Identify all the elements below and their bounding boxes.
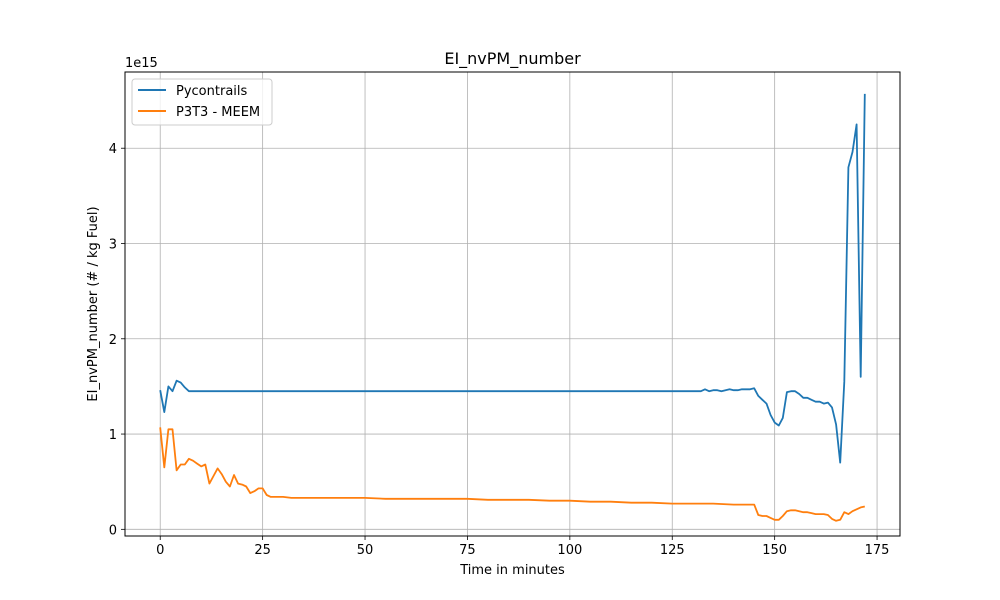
legend-label-p3t3-meem: P3T3 - MEEM xyxy=(176,105,260,120)
series-line-p3t3-meem xyxy=(159,427,865,522)
chart-title: EI_nvPM_number xyxy=(444,49,581,69)
y-tick-label: 1 xyxy=(109,428,117,443)
y-offset-label: 1e15 xyxy=(125,56,158,71)
x-tick-label: 75 xyxy=(459,543,476,558)
x-tick-label: 125 xyxy=(660,543,685,558)
x-tick-label: 100 xyxy=(557,543,582,558)
series-line-pycontrails xyxy=(159,93,866,464)
x-tick-label: 175 xyxy=(865,543,890,558)
y-tick-label: 3 xyxy=(109,237,117,252)
y-tick-label: 4 xyxy=(109,142,117,157)
x-tick-label: 25 xyxy=(254,543,271,558)
y-axis-title: EI_nvPM_number (# / kg Fuel) xyxy=(86,206,101,401)
legend-box xyxy=(131,78,273,126)
legend: Pycontrails P3T3 - MEEM xyxy=(131,78,273,126)
x-axis-title: Time in minutes xyxy=(459,563,565,578)
x-tick-label: 150 xyxy=(762,543,787,558)
legend-label-pycontrails: Pycontrails xyxy=(176,84,248,99)
grid xyxy=(125,72,900,536)
y-tick-label: 2 xyxy=(109,333,117,348)
series-layer xyxy=(159,93,866,522)
axis-ticks: 0 25 50 75 100 125 150 175 0 1 2 3 4 xyxy=(109,142,890,558)
plot-frame xyxy=(124,71,901,537)
x-tick-label: 50 xyxy=(357,543,374,558)
x-tick-label: 0 xyxy=(156,543,164,558)
y-tick-label: 0 xyxy=(109,523,117,538)
